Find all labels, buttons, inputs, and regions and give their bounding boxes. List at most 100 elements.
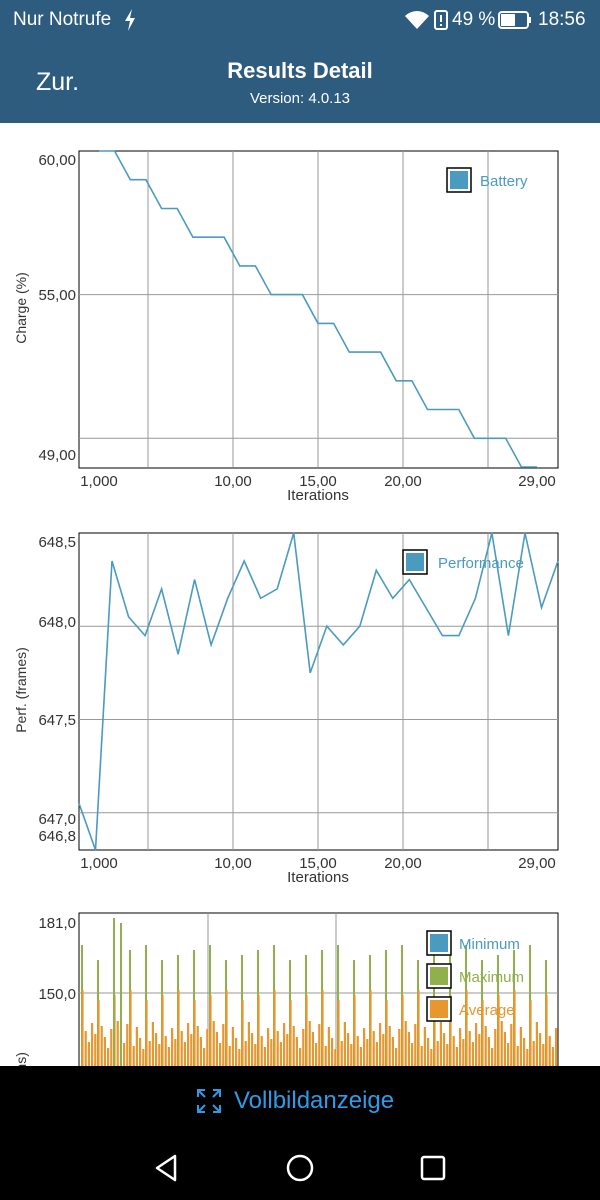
- bar-average: [481, 1000, 484, 1066]
- bar-average: [263, 1047, 266, 1066]
- bar-average: [545, 995, 548, 1066]
- bar-average: [215, 1032, 218, 1066]
- bar-average: [366, 1039, 369, 1066]
- nav-home-button[interactable]: [282, 1150, 318, 1186]
- bar-average: [420, 1046, 423, 1066]
- fullscreen-button[interactable]: Vollbildanzeige: [0, 1066, 600, 1136]
- bar-average: [199, 1037, 202, 1066]
- bar-average: [427, 1038, 430, 1066]
- bar-average: [363, 1028, 366, 1066]
- legend-swatch-fill: [430, 934, 448, 952]
- bar-average: [513, 990, 516, 1066]
- legend-swatch-fill: [406, 553, 424, 571]
- bar-average: [475, 1023, 478, 1066]
- bar-average: [311, 1032, 314, 1066]
- bar-average: [455, 1047, 458, 1066]
- bar-maximum: [113, 918, 115, 1066]
- fullscreen-label: Vollbildanzeige: [234, 1087, 395, 1114]
- bar-average: [510, 1024, 513, 1066]
- bar-average: [206, 1029, 209, 1066]
- bar-average: [535, 1022, 538, 1066]
- bar-average: [449, 995, 452, 1066]
- battery-series-line: [99, 150, 537, 468]
- expand-icon: [197, 1089, 221, 1113]
- bar-average: [267, 1028, 270, 1066]
- bar-average: [91, 1023, 94, 1066]
- y-axis-label: Charge (%): [13, 272, 29, 344]
- bar-average: [343, 1022, 346, 1066]
- x-tick-label: 20,00: [384, 855, 422, 872]
- bar-average: [295, 1037, 298, 1066]
- bar-average: [257, 995, 260, 1066]
- bar-average: [433, 1000, 436, 1066]
- bar-average: [327, 1027, 330, 1066]
- back-button[interactable]: Zur.: [36, 68, 80, 96]
- bar-average: [158, 1044, 161, 1066]
- bar-average: [279, 1042, 282, 1066]
- clock: 18:56: [538, 9, 586, 30]
- x-tick-label: 29,00: [518, 473, 556, 490]
- bar-average: [244, 1041, 247, 1066]
- bar-average: [497, 995, 500, 1066]
- bar-average: [110, 1029, 113, 1066]
- bar-average: [382, 1034, 385, 1066]
- bar-average: [302, 1029, 305, 1066]
- bar-average: [347, 1033, 350, 1066]
- bar-average: [283, 1023, 286, 1066]
- bar-average: [391, 1037, 394, 1066]
- x-tick-label: 10,00: [214, 855, 252, 872]
- bar-average: [180, 1031, 183, 1066]
- bar-average: [555, 1028, 558, 1066]
- bar-average: [350, 1044, 353, 1066]
- bar-average: [337, 1000, 340, 1066]
- bar-average: [94, 1034, 97, 1066]
- bar-average: [135, 1027, 138, 1066]
- legend-label-average: Average: [459, 1002, 515, 1019]
- bar-average: [532, 1041, 535, 1066]
- x-tick-label: 1,000: [80, 855, 118, 872]
- bar-average: [526, 1049, 529, 1066]
- bar-average: [375, 1042, 378, 1066]
- bar-average: [507, 1043, 510, 1066]
- bar-average: [542, 1044, 545, 1066]
- bar-average: [516, 1046, 519, 1066]
- bar-average: [225, 990, 228, 1066]
- bar-average: [139, 1038, 142, 1066]
- bar-average: [251, 1033, 254, 1066]
- bar-average: [331, 1038, 334, 1066]
- battery-chart: 60,00 55,00 49,00 1,000 10,00 15,00 20,0…: [13, 150, 559, 504]
- bar-average: [459, 1028, 462, 1066]
- bar-average: [235, 1038, 238, 1066]
- y-tick-label: 150,0: [38, 986, 76, 1003]
- bar-average: [100, 1026, 103, 1066]
- bar-average: [270, 1039, 273, 1066]
- x-tick-label: 29,00: [518, 855, 556, 872]
- y-axis-label: Perf. (frames): [13, 647, 29, 733]
- bar-average: [142, 1049, 145, 1066]
- y-tick-label: 55,00: [38, 287, 76, 304]
- bar-average: [126, 1024, 129, 1066]
- bar-average: [369, 990, 372, 1066]
- bar-average: [231, 1027, 234, 1066]
- bar-average: [183, 1042, 186, 1066]
- y-tick-label: 648,5: [38, 534, 76, 551]
- bar-average: [484, 1026, 487, 1066]
- nav-recents-button[interactable]: [415, 1150, 451, 1186]
- bar-average: [411, 1043, 414, 1066]
- bar-average: [177, 990, 180, 1066]
- bar-average: [107, 1048, 110, 1066]
- bar-average: [148, 1041, 151, 1066]
- bar-average: [315, 1043, 318, 1066]
- x-tick-label: 20,00: [384, 473, 422, 490]
- legend-label-minimum: Minimum: [459, 936, 520, 953]
- bar-average: [196, 1026, 199, 1066]
- nav-back-button[interactable]: [149, 1150, 185, 1186]
- bar-average: [174, 1039, 177, 1066]
- bar-average: [491, 1048, 494, 1066]
- bar-average: [292, 1026, 295, 1066]
- bar-average: [519, 1027, 522, 1066]
- bar-average: [414, 1024, 417, 1066]
- bar-average: [247, 1022, 250, 1066]
- x-axis-label: Iterations: [287, 869, 349, 886]
- bar-average: [132, 1046, 135, 1066]
